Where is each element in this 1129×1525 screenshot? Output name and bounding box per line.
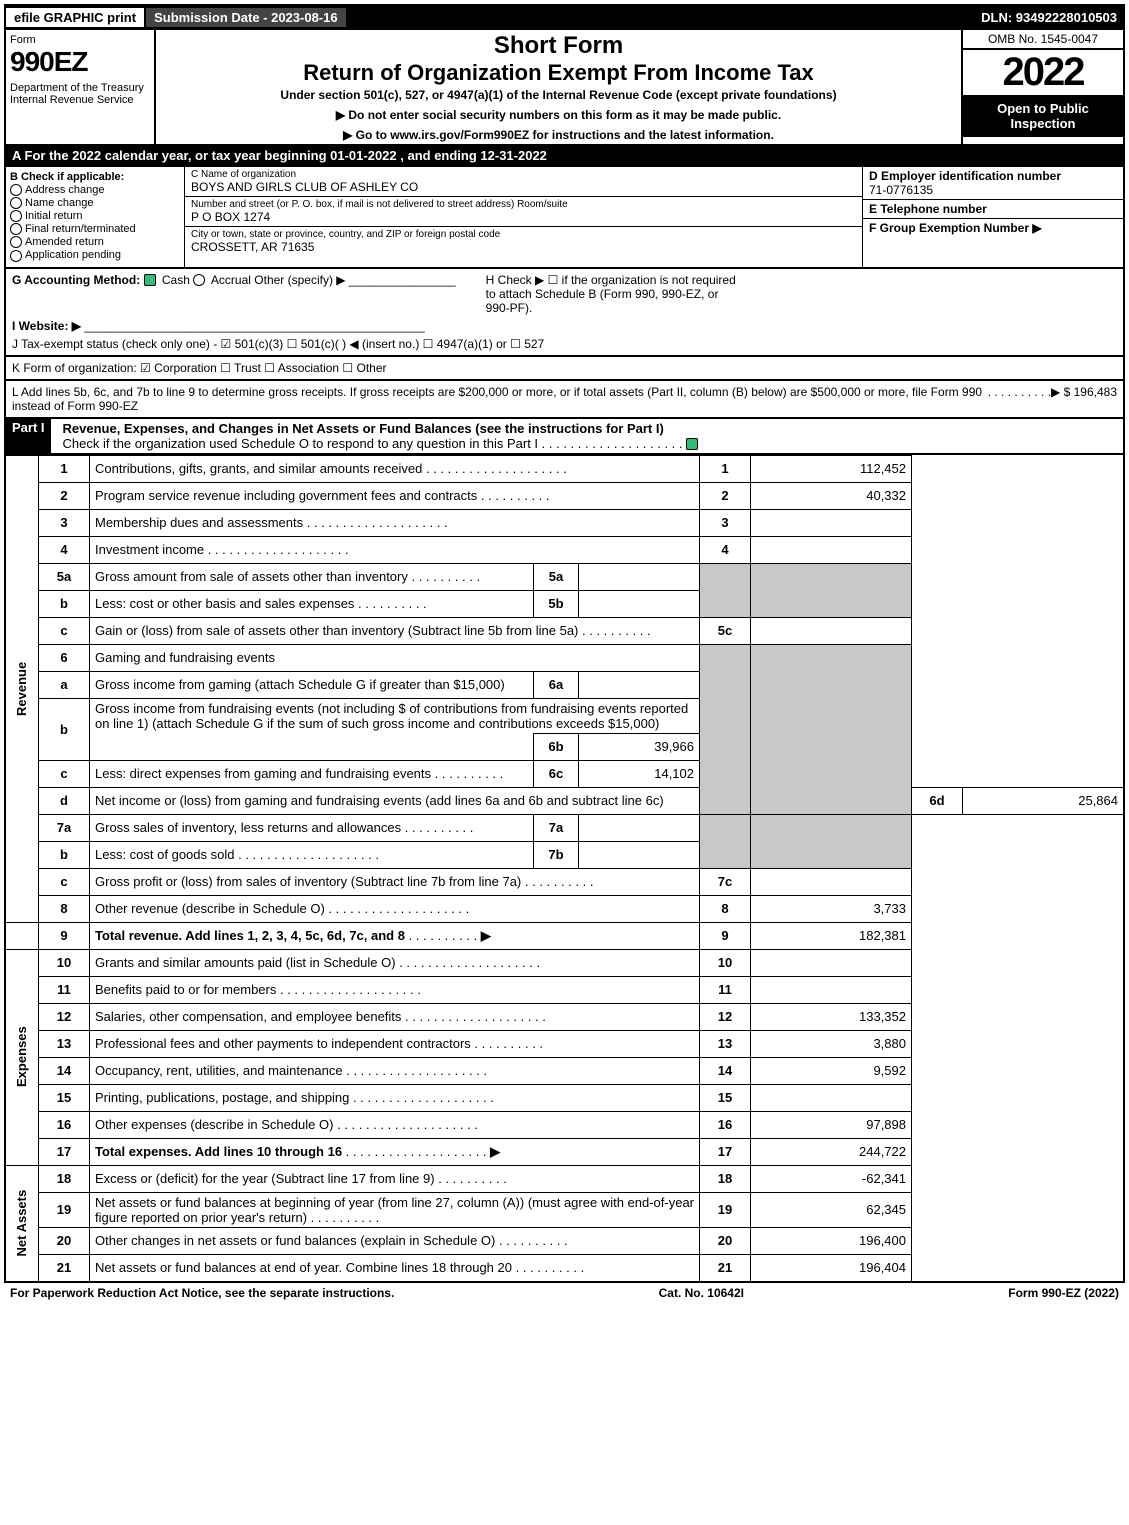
amt-17: 244,722 [751,1138,912,1165]
info-block: B Check if applicable: Address change Na… [4,167,1125,269]
ein-label: D Employer identification number [869,169,1117,183]
org-address: P O BOX 1274 [191,210,856,224]
part-i-check: Check if the organization used Schedule … [63,436,539,451]
lines-g-to-l: G Accounting Method: Cash Accrual Other … [4,269,1125,357]
amt-9: 182,381 [751,922,912,949]
amt-16: 97,898 [751,1111,912,1138]
amt-12: 133,352 [751,1003,912,1030]
city-label: City or town, state or province, country… [191,229,856,240]
chk-accrual[interactable] [193,274,205,286]
part-i-tab: Part I [6,419,51,453]
line-a: A For the 2022 calendar year, or tax yea… [4,146,1125,167]
g-label: G Accounting Method: [12,273,140,287]
h-note: H Check ▶ ☐ if the organization is not r… [486,273,746,315]
efile-print-button[interactable]: efile GRAPHIC print [4,6,146,29]
chk-initial-return[interactable]: Initial return [10,210,180,222]
amt-3 [751,509,912,536]
amt-18: -62,341 [751,1165,912,1192]
form-word: Form [10,34,150,46]
b-title: B Check if applicable: [10,171,180,183]
goto-link[interactable]: ▶ Go to www.irs.gov/Form990EZ for instru… [160,128,957,142]
amt-4 [751,536,912,563]
footer-left: For Paperwork Reduction Act Notice, see … [10,1286,394,1300]
addr-label: Number and street (or P. O. box, if mail… [191,199,856,210]
amt-13: 3,880 [751,1030,912,1057]
g-other: Other (specify) ▶ [254,273,345,287]
val-6b: 39,966 [579,733,700,760]
tel-label: E Telephone number [869,202,1117,216]
dln: DLN: 93492228010503 [973,8,1125,27]
short-form-title: Short Form [160,32,957,60]
chk-application-pending[interactable]: Application pending [10,249,180,261]
line-k: K Form of organization: ☑ Corporation ☐ … [4,357,1125,381]
amt-20: 196,400 [751,1227,912,1254]
amt-14: 9,592 [751,1057,912,1084]
org-name-label: C Name of organization [191,169,856,180]
part-i-title: Revenue, Expenses, and Changes in Net As… [63,421,664,436]
footer-right: Form 990-EZ (2022) [1008,1286,1119,1300]
ein: 71-0776135 [869,183,1117,197]
form-header: Form 990EZ Department of the Treasury In… [4,30,1125,146]
chk-address-change[interactable]: Address change [10,184,180,196]
amt-19: 62,345 [751,1192,912,1227]
chk-schedule-o[interactable] [686,438,698,450]
j-tax-exempt: J Tax-exempt status (check only one) - ☑… [12,337,1117,351]
amt-6d: 25,864 [963,787,1125,814]
top-bar: efile GRAPHIC print Submission Date - 20… [4,4,1125,30]
amt-1: 112,452 [751,455,912,482]
revenue-section-label: Revenue [5,455,39,922]
submission-date: Submission Date - 2023-08-16 [146,8,346,27]
footer-mid: Cat. No. 10642I [659,1286,744,1300]
org-name: BOYS AND GIRLS CLUB OF ASHLEY CO [191,180,856,194]
amt-21: 196,404 [751,1254,912,1282]
i-website: I Website: ▶ [12,319,81,333]
net-assets-section-label: Net Assets [5,1165,39,1282]
chk-cash[interactable] [144,274,156,286]
chk-amended-return[interactable]: Amended return [10,236,180,248]
expenses-section-label: Expenses [5,949,39,1165]
under-section: Under section 501(c), 527, or 4947(a)(1)… [160,88,957,102]
return-title: Return of Organization Exempt From Incom… [160,60,957,86]
department: Department of the Treasury Internal Reve… [10,82,150,106]
org-city: CROSSETT, AR 71635 [191,240,856,254]
group-exemption-label: F Group Exemption Number ▶ [869,221,1117,235]
chk-name-change[interactable]: Name change [10,197,180,209]
chk-final-return[interactable]: Final return/terminated [10,223,180,235]
page-footer: For Paperwork Reduction Act Notice, see … [4,1283,1125,1303]
line-l: L Add lines 5b, 6c, and 7b to line 9 to … [4,381,1125,419]
val-6c: 14,102 [579,760,700,787]
omb-number: OMB No. 1545-0047 [963,30,1123,50]
column-b-checkboxes: B Check if applicable: Address change Na… [6,167,185,267]
tax-year: 2022 [963,50,1123,95]
part-i-table: Revenue 1Contributions, gifts, grants, a… [4,455,1125,1283]
form-number: 990EZ [10,46,150,78]
ssn-warning: ▶ Do not enter social security numbers o… [160,108,957,122]
open-inspection: Open to Public Inspection [963,95,1123,137]
amt-8: 3,733 [751,895,912,922]
amt-2: 40,332 [751,482,912,509]
column-c-org: C Name of organization BOYS AND GIRLS CL… [185,167,862,267]
l-amount: ▶ $ 196,483 [1051,385,1117,413]
column-d-ids: D Employer identification number 71-0776… [862,167,1123,267]
